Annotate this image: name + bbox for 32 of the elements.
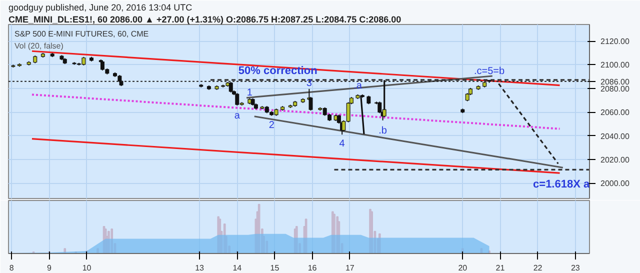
x-tick-label: 10 — [82, 264, 92, 272]
x-tick-label: 13 — [195, 264, 205, 272]
x-tick-label: 16 — [308, 264, 318, 272]
y-tick-label: 2080.00 — [600, 84, 630, 94]
annotation: 2 — [268, 120, 275, 131]
y-tick-label: 2040.00 — [600, 132, 630, 141]
ref-line-label: 2086.00 — [600, 77, 630, 86]
annotation: 50% correction — [238, 64, 318, 77]
x-tick-label: 15 — [270, 264, 280, 272]
y-tick-label: 2100.00 — [600, 60, 630, 70]
annotation: .c=5=b — [474, 66, 506, 77]
text: Vol (20, false) — [14, 42, 64, 50]
x-tick-label: 22 — [533, 264, 543, 272]
x-tick-label: 8 — [9, 264, 14, 272]
y-tick-label: 2060.00 — [600, 108, 630, 118]
y-tick-label: 2120.00 — [600, 37, 630, 46]
y-tick-label: 2020.00 — [600, 155, 630, 164]
y-tick-label: 2000.00 — [600, 179, 630, 188]
text: goodguy published, June 20, 2016 13:04 UTC — [8, 2, 193, 12]
annotation: 1 — [246, 87, 253, 98]
annotation: a — [234, 110, 240, 122]
x-tick-label: 23 — [570, 264, 580, 272]
x-tick-label: 9 — [46, 264, 52, 272]
text: S&P 500 E-MINI FUTURES, 60, CME — [14, 30, 149, 38]
annotation: 3 — [306, 78, 312, 89]
x-tick-label: 20 — [458, 264, 468, 272]
x-tick-label: 14 — [232, 264, 242, 272]
x-tick-label: 17 — [345, 264, 355, 272]
x-tick-label: 21 — [496, 264, 506, 272]
annotation: 4 — [339, 138, 346, 150]
text: CME_MINI_DL:ES1!, 60 2086.00 ▲ +27.00 (+1.31%) O:2086.75 H:2087.25 L:2084.75 C:2086.00 — [8, 14, 402, 24]
annotation: .b — [378, 125, 388, 136]
